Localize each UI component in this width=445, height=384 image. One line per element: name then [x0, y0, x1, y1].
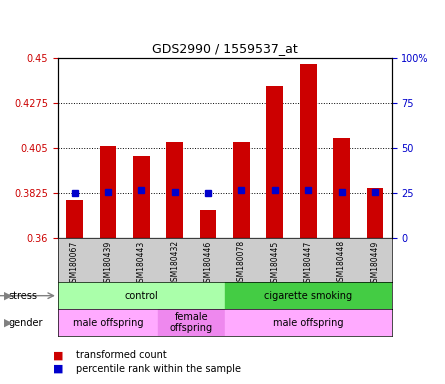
Text: GSM180447: GSM180447	[303, 240, 313, 286]
Text: GSM180445: GSM180445	[270, 240, 279, 286]
Text: female
offspring: female offspring	[170, 312, 213, 333]
Text: GSM180078: GSM180078	[237, 240, 246, 286]
Text: GSM180443: GSM180443	[137, 240, 146, 286]
Text: ■: ■	[53, 364, 64, 374]
Bar	[267, 86, 283, 238]
Bar	[166, 142, 183, 238]
Bar	[58, 282, 225, 309]
Text: stress: stress	[9, 291, 38, 301]
Text: GSM180446: GSM180446	[203, 240, 213, 286]
Text: transformed count: transformed count	[76, 350, 166, 360]
Text: GSM180449: GSM180449	[370, 240, 380, 286]
Text: gender: gender	[9, 318, 44, 328]
Bar	[58, 309, 158, 336]
Title: GDS2990 / 1559537_at: GDS2990 / 1559537_at	[152, 42, 298, 55]
Bar	[66, 200, 83, 238]
Bar	[300, 64, 316, 238]
Bar	[133, 156, 150, 238]
Text: control: control	[125, 291, 158, 301]
Bar	[158, 309, 225, 336]
Bar	[200, 210, 216, 238]
Bar	[225, 282, 392, 309]
Text: GSM180448: GSM180448	[337, 240, 346, 286]
Text: cigarette smoking: cigarette smoking	[264, 291, 352, 301]
Text: ■: ■	[53, 350, 64, 360]
Bar	[233, 142, 250, 238]
Text: ▶: ▶	[4, 318, 13, 328]
Text: male offspring: male offspring	[273, 318, 344, 328]
Bar	[225, 309, 392, 336]
Text: ▶: ▶	[4, 291, 13, 301]
Text: percentile rank within the sample: percentile rank within the sample	[76, 364, 241, 374]
Bar	[333, 138, 350, 238]
Text: GSM180067: GSM180067	[70, 240, 79, 286]
Bar	[367, 188, 383, 238]
Text: male offspring: male offspring	[73, 318, 143, 328]
Text: GSM180439: GSM180439	[103, 240, 113, 286]
Text: GSM180432: GSM180432	[170, 240, 179, 286]
Bar	[100, 146, 116, 238]
